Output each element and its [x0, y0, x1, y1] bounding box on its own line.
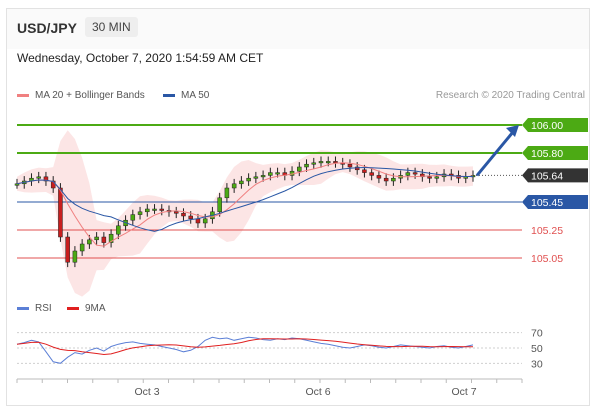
candle [43, 176, 49, 182]
candle [405, 172, 411, 176]
candle [108, 233, 114, 243]
price-chart: 106.00 105.80 105.64 105.45 105.25 105.05 70 50… [14, 118, 588, 398]
candle [246, 177, 251, 182]
candle [239, 180, 244, 185]
candle [181, 212, 186, 217]
candle [297, 166, 302, 172]
timestamp: Wednesday, October 7, 2020 1:54:59 AM CE… [17, 51, 264, 65]
candle [333, 161, 338, 164]
candle [391, 177, 396, 182]
candle [72, 250, 78, 263]
rsi-9ma-line [16, 338, 474, 356]
legend-label-9ma: 9MA [85, 303, 106, 314]
candle [231, 183, 237, 189]
ma50-line [16, 166, 473, 232]
candle [188, 215, 193, 220]
candle [36, 176, 41, 179]
forecast-arrow [475, 131, 515, 177]
candle [311, 162, 317, 165]
candle [87, 239, 92, 245]
rsi-tick-label: 70 [531, 328, 543, 340]
candle [145, 208, 150, 213]
rsi-line [16, 336, 474, 364]
candle [152, 208, 157, 211]
candle [94, 236, 99, 241]
candle [159, 208, 165, 211]
timeframe-badge[interactable]: 30 MIN [85, 17, 138, 37]
legend-swatch-ma20 [17, 94, 29, 97]
candle [224, 187, 230, 199]
candle [137, 211, 143, 215]
level-label-2: 105.64 [531, 170, 563, 182]
legend-9ma: 9MA [67, 303, 106, 314]
candle [325, 161, 331, 164]
x-tick-label: Oct 3 [134, 386, 159, 398]
candle [65, 236, 70, 263]
chart-header: USD/JPY 30 MIN [7, 9, 589, 49]
candle [79, 243, 85, 252]
candle [253, 176, 259, 179]
level-tag-2 [522, 168, 588, 183]
candle [369, 172, 374, 176]
legend-ma20: MA 20 + Bollinger Bands [17, 90, 145, 101]
candle [304, 163, 309, 168]
level-label-4: 105.25 [531, 225, 563, 237]
level-tag-1 [522, 146, 588, 160]
level-label-5: 105.05 [531, 253, 563, 265]
research-credit: Research © 2020 Trading Central [435, 90, 585, 101]
candle [362, 169, 367, 173]
candle [376, 175, 382, 179]
candle [260, 175, 266, 178]
candle [195, 218, 201, 224]
legend-swatch-9ma [67, 307, 79, 310]
legend-swatch-ma50 [163, 94, 175, 97]
instrument-title: USD/JPY [17, 20, 77, 36]
level-label-3: 105.45 [531, 197, 563, 209]
candle [116, 225, 121, 235]
candle [58, 187, 63, 238]
ma20-line [16, 162, 474, 247]
level-label-0: 106.00 [531, 120, 563, 132]
x-tick-label: Oct 7 [451, 386, 476, 398]
candle [173, 211, 179, 214]
candle [202, 218, 208, 224]
level-tag-3 [522, 195, 588, 209]
rsi-tick-label: 50 [531, 343, 543, 355]
legend-label-rsi: RSI [35, 303, 52, 314]
legend-ma50: MA 50 [163, 90, 209, 101]
chart-frame: USD/JPY 30 MIN Wednesday, October 7, 202… [6, 8, 590, 406]
candle [434, 176, 440, 179]
rsi-tick-label: 30 [531, 358, 543, 370]
level-label-1: 105.80 [531, 148, 563, 160]
candle [217, 197, 222, 213]
candle [275, 172, 280, 175]
candle [130, 214, 136, 221]
legend-rsi: RSI [17, 303, 52, 314]
candle [412, 172, 418, 175]
candle [383, 177, 389, 182]
candle [101, 236, 107, 243]
candle [354, 166, 360, 171]
forecast-arrow-head [506, 125, 519, 137]
candle [318, 161, 324, 164]
level-tag-0 [522, 118, 588, 132]
candle [427, 176, 432, 179]
x-tick-label: Oct 6 [305, 386, 330, 398]
legend-label-ma50: MA 50 [181, 90, 210, 101]
legend-label-ma20: MA 20 + Bollinger Bands [35, 90, 145, 101]
candle [420, 173, 425, 178]
candle [347, 163, 353, 168]
candle [268, 172, 273, 176]
bollinger-band [17, 130, 473, 297]
legend-swatch-rsi [17, 307, 29, 310]
